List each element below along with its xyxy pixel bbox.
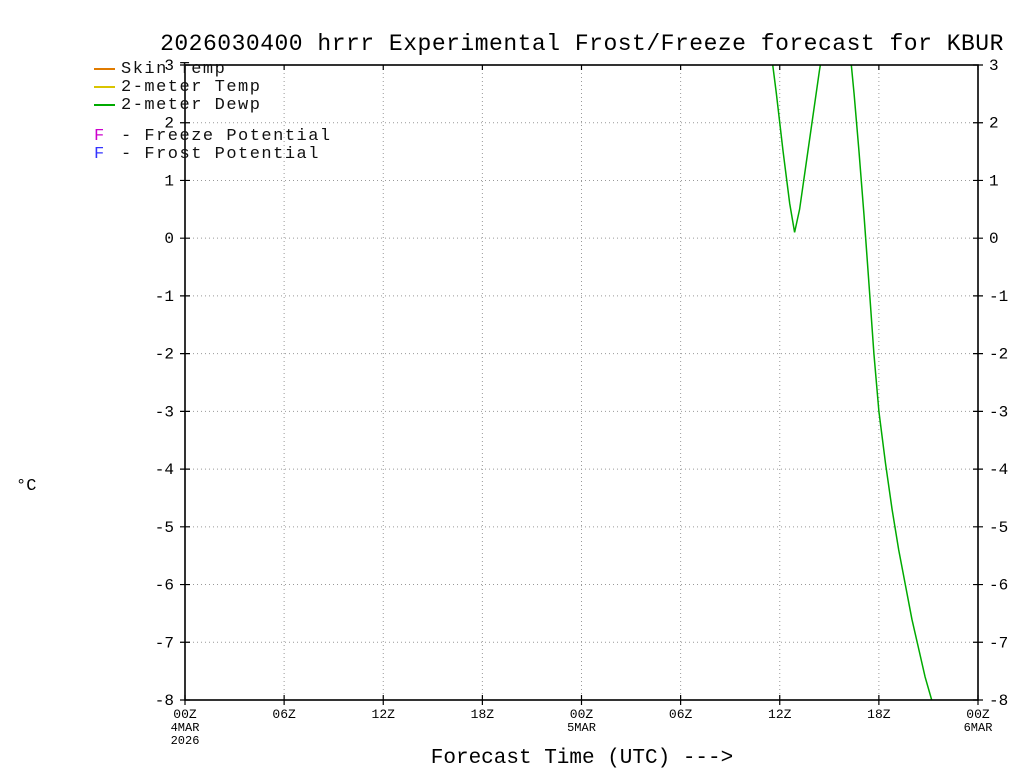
legend-label: - Frost Potential [121,144,320,164]
y-tick-label-right: -8 [989,692,1008,710]
x-tick-label: 18Z [867,707,891,722]
y-tick-label-left: -6 [155,577,174,595]
y-tick-label-left: -7 [155,634,174,652]
2-meter-dewp-line [771,65,933,700]
legend: Skin Temp 2-meter Temp 2-meter Dewp F - Free… [94,59,332,164]
legend-letter-symbol: F [94,126,106,146]
x-tick-label: 12Z [768,707,792,722]
y-tick-label-left: -5 [155,519,174,537]
legend-letter-symbol: F [94,144,106,164]
legend-item: 2-meter Dewp [94,95,332,115]
x-tick-sublabel: 4MAR [171,721,200,735]
y-tick-label-right: 2 [989,115,999,133]
y-tick-label-right: 3 [989,57,999,75]
x-axis-label: Forecast Time (UTC) ---> [430,747,734,770]
x-tick-label: 00Z [570,707,594,722]
legend-item: F - Frost Potential [94,144,332,164]
y-tick-label-left: 0 [164,230,174,248]
legend-label: 2-meter Temp [121,77,262,97]
y-axis-label: °C [16,477,37,496]
y-tick-label-left: -3 [155,403,174,421]
legend-color-line [94,68,115,70]
y-tick-label-right: -5 [989,519,1008,537]
y-tick-label-left: 2 [164,115,174,133]
x-tick-label: 06Z [669,707,693,722]
y-tick-label-left: 1 [164,172,174,190]
x-tick-sublabel: 5MAR [567,721,596,735]
y-tick-label-left: -4 [155,461,174,479]
y-tick-label-right: 1 [989,172,999,190]
legend-item: Skin Temp [94,59,332,79]
y-tick-label-left: 3 [164,57,174,75]
legend-label: Skin Temp [121,59,227,79]
y-tick-label-right: -1 [989,288,1008,306]
legend-label: - Freeze Potential [121,126,332,146]
y-tick-label-right: -7 [989,634,1008,652]
x-tick-label: 12Z [372,707,396,722]
y-tick-label-right: -2 [989,346,1008,364]
legend-line-swatch [94,104,121,106]
chart-title: 2026030400 hrrr Experimental Frost/Freez… [160,31,1004,57]
legend-item: F - Freeze Potential [94,126,332,146]
x-tick-sublabel: 2026 [171,734,200,748]
x-tick-sublabel: 6MAR [964,721,993,735]
y-tick-label-right: -3 [989,403,1008,421]
x-tick-label: 00Z [173,707,197,722]
x-tick-label: 18Z [471,707,495,722]
legend-label: 2-meter Dewp [121,95,262,115]
x-tick-label: 00Z [966,707,990,722]
legend-color-line [94,104,115,106]
legend-color-line [94,86,115,88]
y-tick-label-left: -2 [155,346,174,364]
x-tick-label: 06Z [272,707,296,722]
y-tick-label-right: -4 [989,461,1008,479]
axis-ticks [180,64,983,705]
y-tick-label-left: -8 [155,692,174,710]
y-tick-label-right: 0 [989,230,999,248]
legend-line-swatch [94,86,121,88]
y-tick-label-right: -6 [989,577,1008,595]
legend-line-swatch [94,68,121,70]
y-tick-label-left: -1 [155,288,174,306]
legend-item: 2-meter Temp [94,77,332,97]
